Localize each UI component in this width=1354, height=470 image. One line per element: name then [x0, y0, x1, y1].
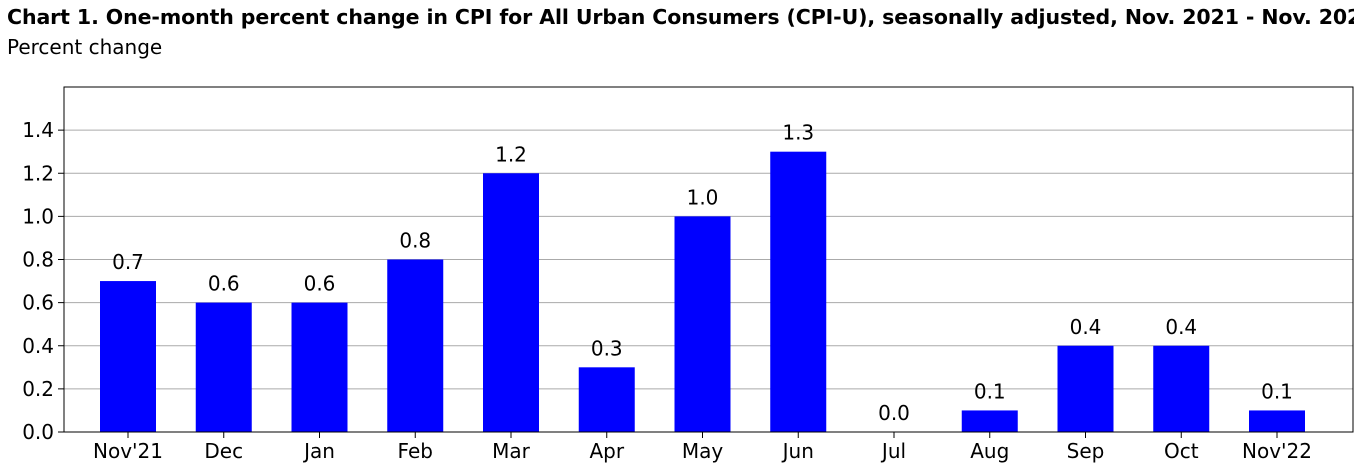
data-label: 0.7 — [112, 250, 144, 274]
x-tick-label: Jan — [302, 439, 335, 463]
y-tick-label: 0.8 — [22, 248, 54, 272]
plot-frame — [63, 86, 1354, 433]
x-tick-label: Sep — [1067, 439, 1105, 463]
data-label: 0.6 — [304, 272, 336, 296]
y-axis-ticks: 0.0 0.2 0.4 0.6 0.8 1.0 1.2 1.4 — [22, 118, 64, 444]
bar — [483, 173, 539, 432]
data-label: 1.0 — [687, 185, 719, 209]
data-label: 0.0 — [878, 401, 910, 425]
x-tick-label: Nov'21 — [93, 439, 163, 463]
bar — [1057, 345, 1114, 432]
bar — [195, 302, 252, 432]
x-tick-label: May — [682, 439, 724, 463]
y-tick-label: 1.2 — [22, 161, 54, 185]
y-tick-label: 0.4 — [22, 334, 54, 358]
y-tick-label: 1.4 — [22, 118, 54, 142]
bar — [770, 151, 827, 432]
x-axis-ticks: Nov'21 Dec Jan Feb Mar Apr May Jun Jul Aug Sep Oct N… — [93, 432, 1312, 463]
bar — [1249, 410, 1305, 432]
x-tick-label: Apr — [589, 439, 624, 463]
data-label: 0.1 — [974, 379, 1006, 403]
y-tick-label: 0.6 — [22, 291, 54, 315]
bar — [578, 367, 635, 432]
y-tick-label: 0.2 — [22, 377, 54, 401]
chart-subtitle: Percent change — [7, 35, 163, 59]
x-tick-label: Jun — [781, 439, 814, 463]
data-label: 0.6 — [208, 272, 240, 296]
y-tick-label: 0.0 — [22, 420, 54, 444]
data-label: 0.4 — [1165, 315, 1197, 339]
bar — [100, 281, 156, 432]
data-label: 0.3 — [591, 336, 623, 360]
x-tick-label: Feb — [398, 439, 433, 463]
x-tick-label: Oct — [1164, 439, 1199, 463]
x-tick-label: Jul — [880, 439, 906, 463]
x-tick-label: Dec — [204, 439, 243, 463]
bar — [961, 410, 1018, 432]
x-tick-label: Nov'22 — [1242, 439, 1312, 463]
data-label: 1.3 — [782, 121, 814, 145]
data-labels: 0.7 0.6 0.6 0.8 1.2 0.3 1.0 1.3 0.0 0.1 0.4 0.4 0.1 — [112, 121, 1293, 425]
x-tick-label: Aug — [970, 439, 1009, 463]
bars — [100, 151, 1305, 432]
data-label: 0.4 — [1070, 315, 1102, 339]
data-label: 1.2 — [495, 142, 527, 166]
bar — [1153, 345, 1210, 432]
y-tick-label: 1.0 — [22, 204, 54, 228]
bar — [674, 216, 731, 432]
bar — [291, 302, 348, 432]
data-label: 0.1 — [1261, 379, 1293, 403]
chart-title: Chart 1. One-month percent change in CPI… — [7, 5, 1354, 29]
data-label: 0.8 — [399, 229, 431, 253]
x-tick-label: Mar — [492, 439, 531, 463]
bar — [387, 259, 444, 432]
